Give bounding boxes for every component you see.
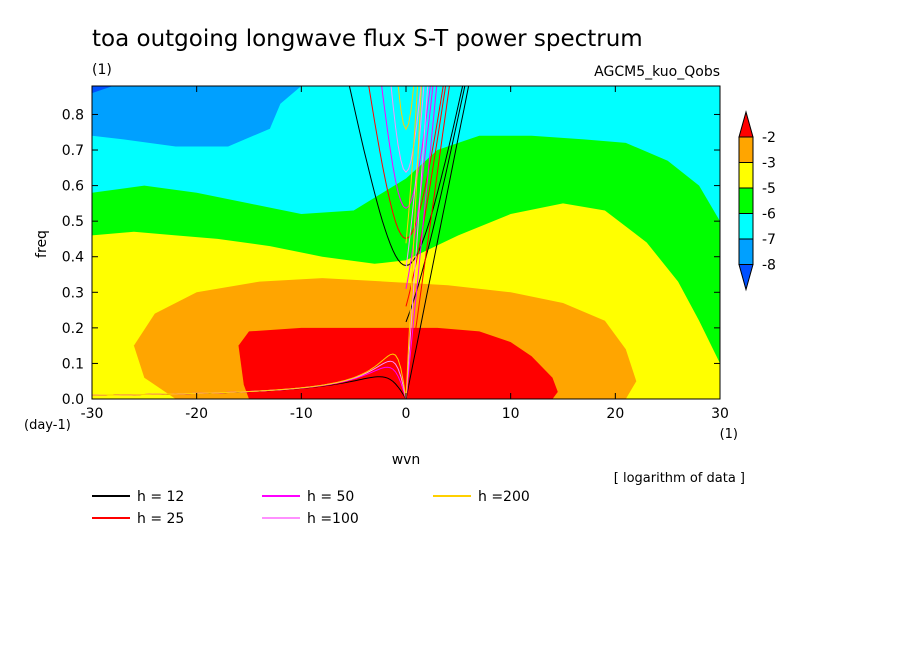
colorbar-label: -3 bbox=[762, 156, 776, 172]
experiment-label: AGCM5_kuo_Qobs bbox=[594, 64, 720, 80]
kelvin-curve-0 bbox=[405, 86, 470, 399]
chart-title: toa outgoing longwave flux S-T power spe… bbox=[92, 26, 643, 52]
x-unit-label: (1) bbox=[720, 427, 738, 442]
colorbar-swatch bbox=[738, 238, 754, 265]
ig-curve-3 bbox=[390, 86, 422, 173]
y-tick-label: 0.4 bbox=[62, 250, 84, 266]
colorbar: -2 -3 -5 -6 -7 -8 bbox=[738, 110, 776, 292]
legend: h = 12 h = 25 h = 50 h =100 h =200 bbox=[92, 489, 530, 527]
colorbar-label: -8 bbox=[762, 258, 776, 274]
colorbar-swatch bbox=[738, 162, 754, 189]
y-tick-label: 0.1 bbox=[62, 356, 84, 372]
y-tick-label: 0.7 bbox=[62, 143, 84, 159]
y-axis-label: freq bbox=[34, 230, 50, 258]
dispersion-curves bbox=[92, 86, 470, 399]
contour-region-6 bbox=[92, 86, 113, 94]
colorbar-swatch bbox=[738, 136, 754, 163]
colorbar-swatch bbox=[738, 110, 754, 138]
colorbar-label: -6 bbox=[762, 207, 776, 223]
colorbar-swatch bbox=[738, 264, 754, 292]
colorbar-label: -2 bbox=[762, 130, 776, 146]
y-tick-label: 0.5 bbox=[62, 214, 84, 230]
y-unit-label: (day-1) bbox=[24, 418, 71, 433]
x-tick-label: -10 bbox=[290, 406, 313, 422]
colorbar-swatch bbox=[738, 213, 754, 240]
data-note: [ logarithm of data ] bbox=[614, 471, 745, 486]
y-tick-label: 0.8 bbox=[62, 107, 84, 123]
legend-label: h =200 bbox=[478, 489, 530, 505]
x-tick-label: 30 bbox=[711, 406, 729, 422]
legend-label: h = 50 bbox=[307, 489, 354, 505]
legend-label: h = 12 bbox=[137, 489, 184, 505]
colorbar-label: -5 bbox=[762, 181, 776, 197]
y-tick-label: 0.6 bbox=[62, 179, 84, 195]
units-label: (1) bbox=[92, 62, 112, 78]
x-tick-label: 10 bbox=[502, 406, 520, 422]
y-tick-label: 0.3 bbox=[62, 285, 84, 301]
er-curve-4 bbox=[92, 353, 407, 399]
colorbar-swatch bbox=[738, 187, 754, 214]
colorbar-label: -7 bbox=[762, 232, 776, 248]
contour-region-4 bbox=[238, 327, 558, 399]
x-tick-label: -20 bbox=[185, 406, 208, 422]
legend-label: h =100 bbox=[307, 511, 359, 527]
x-axis: -30 -20 -10 0 10 20 30 bbox=[81, 86, 729, 422]
mrg-curve-0 bbox=[405, 86, 466, 323]
legend-label: h = 25 bbox=[137, 511, 184, 527]
ig-curve-2 bbox=[381, 86, 431, 209]
x-tick-label: -30 bbox=[81, 406, 104, 422]
y-axis: 0.0 0.1 0.2 0.3 0.4 0.5 0.6 0.7 0.8 bbox=[62, 107, 720, 408]
contour-fills bbox=[92, 86, 720, 399]
x-tick-label: 0 bbox=[402, 406, 411, 422]
ig-curve-4 bbox=[397, 86, 415, 131]
y-tick-label: 0.2 bbox=[62, 321, 84, 337]
contour-region-5 bbox=[92, 86, 302, 147]
x-tick-label: 20 bbox=[606, 406, 624, 422]
y-tick-label: 0.0 bbox=[62, 392, 84, 408]
x-axis-label: wvn bbox=[392, 452, 421, 468]
